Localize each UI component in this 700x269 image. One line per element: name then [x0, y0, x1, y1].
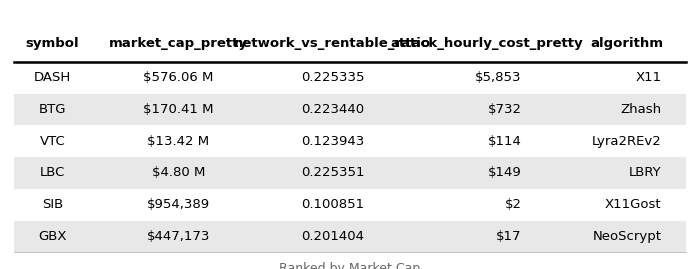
Text: $13.42 M: $13.42 M [148, 135, 209, 148]
Text: 0.225335: 0.225335 [301, 71, 364, 84]
Text: Ranked by Market Cap: Ranked by Market Cap [279, 262, 421, 269]
Text: X11: X11 [636, 71, 662, 84]
Text: attack_hourly_cost_pretty: attack_hourly_cost_pretty [390, 37, 583, 49]
Text: $4.80 M: $4.80 M [152, 167, 205, 179]
Text: $447,173: $447,173 [147, 230, 210, 243]
Text: symbol: symbol [26, 37, 79, 49]
Text: BTG: BTG [38, 103, 66, 116]
Text: LBC: LBC [40, 167, 65, 179]
Bar [14, 221, 686, 252]
Text: $954,389: $954,389 [147, 198, 210, 211]
Text: DASH: DASH [34, 71, 71, 84]
Text: Zhash: Zhash [620, 103, 662, 116]
Text: $170.41 M: $170.41 M [144, 103, 214, 116]
Text: $732: $732 [487, 103, 522, 116]
Text: 0.223440: 0.223440 [301, 103, 364, 116]
Text: $114: $114 [488, 135, 522, 148]
Text: Lyra2REv2: Lyra2REv2 [592, 135, 662, 148]
Bar [14, 157, 686, 189]
Text: 0.225351: 0.225351 [301, 167, 364, 179]
Text: 0.100851: 0.100851 [301, 198, 364, 211]
Text: 0.123943: 0.123943 [301, 135, 364, 148]
Text: X11Gost: X11Gost [605, 198, 661, 211]
Text: $149: $149 [488, 167, 522, 179]
Text: GBX: GBX [38, 230, 66, 243]
Text: $17: $17 [496, 230, 522, 243]
Text: $2: $2 [505, 198, 522, 211]
Text: VTC: VTC [40, 135, 65, 148]
Text: network_vs_rentable_ratio: network_vs_rentable_ratio [234, 37, 431, 49]
Text: algorithm: algorithm [590, 37, 663, 49]
Text: LBRY: LBRY [629, 167, 662, 179]
Text: SIB: SIB [42, 198, 63, 211]
Text: $5,853: $5,853 [475, 71, 522, 84]
Text: NeoScrypt: NeoScrypt [592, 230, 661, 243]
Text: $576.06 M: $576.06 M [144, 71, 214, 84]
Bar [14, 94, 686, 125]
Text: 0.201404: 0.201404 [301, 230, 364, 243]
Text: market_cap_pretty: market_cap_pretty [109, 37, 248, 49]
